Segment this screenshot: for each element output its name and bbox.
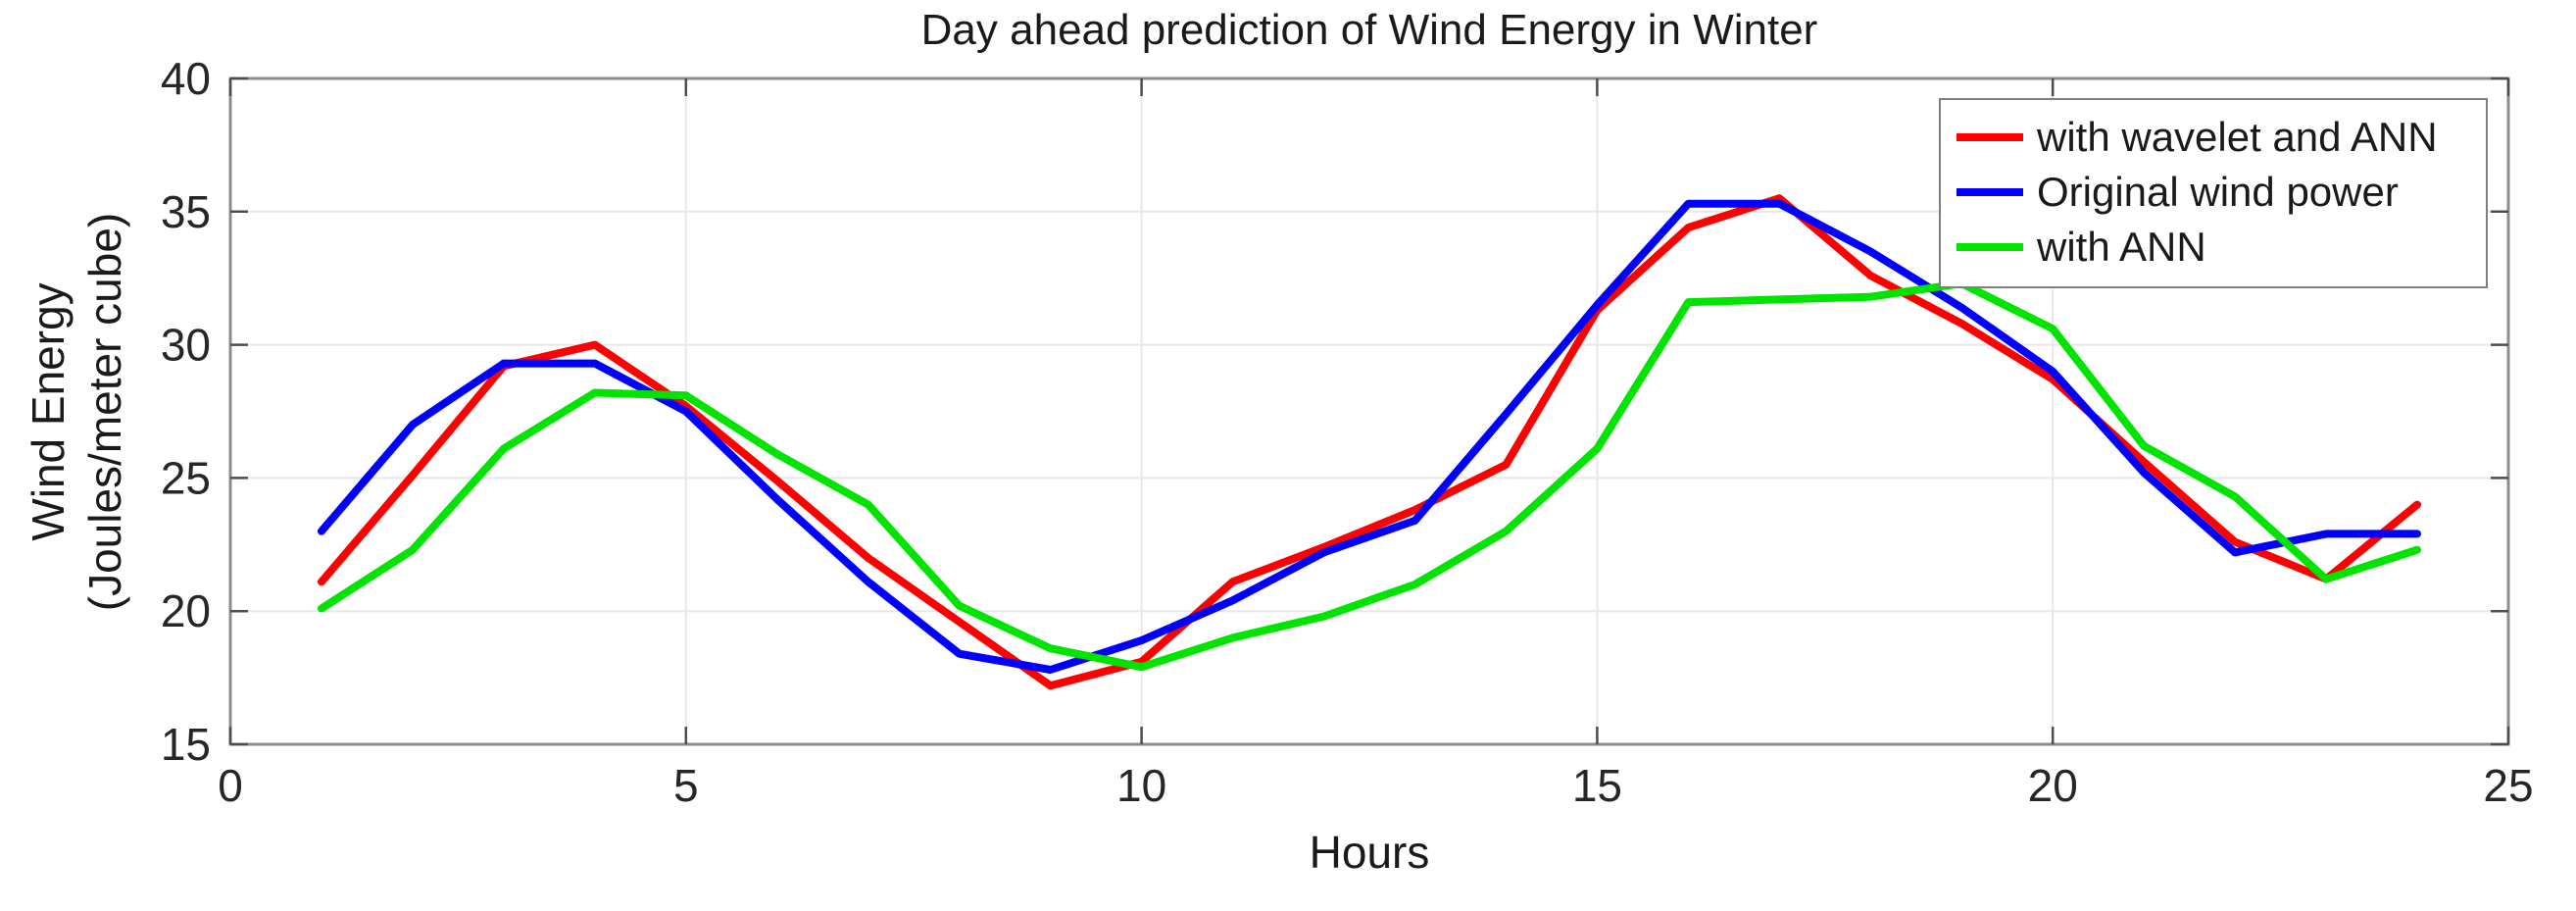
- legend-entry-with-wavelet-and-ann: with wavelet and ANN: [1941, 110, 2486, 165]
- x-tick-label-0: 0: [218, 760, 243, 811]
- x-tick-label-25: 25: [2483, 760, 2533, 811]
- y-tick-label-25: 25: [161, 452, 211, 503]
- legend-line-swatch-with-ann: [1957, 243, 2023, 251]
- legend-line-swatch-with-wavelet-and-ann: [1957, 133, 2023, 141]
- legend: with wavelet and ANN Original wind power w…: [1939, 98, 2488, 288]
- plot-border: [228, 76, 2510, 746]
- legend-label-with-wavelet-and-ann: with wavelet and ANN: [2037, 114, 2438, 160]
- y-tick-label-35: 35: [161, 186, 211, 237]
- x-tick-label-10: 10: [1116, 760, 1166, 811]
- series-line-original-wind-power: [318, 199, 2421, 674]
- legend-label-with-ann: with ANN: [2037, 224, 2206, 270]
- y-axis-label: Wind Energy (Joules/meter cube): [20, 69, 133, 755]
- legend-line-swatch-original-wind-power: [1957, 188, 2023, 196]
- x-tick-label-5: 5: [673, 760, 699, 811]
- y-axis-label-line1: Wind Energy: [23, 282, 74, 541]
- legend-entry-original-wind-power: Original wind power: [1941, 165, 2486, 220]
- legend-entry-with-ann: with ANN: [1941, 220, 2486, 275]
- x-tick-label-20: 20: [2028, 760, 2078, 811]
- chart-title: Day ahead prediction of Wind Energy in W…: [920, 6, 1818, 54]
- y-tick-label-30: 30: [161, 320, 211, 371]
- y-tick-label-15: 15: [161, 719, 211, 770]
- y-tick-label-20: 20: [161, 585, 211, 636]
- x-tick-label-15: 15: [1572, 760, 1622, 811]
- y-axis-label-line2: (Joules/meter cube): [79, 212, 130, 612]
- series-line-with-ann: [318, 279, 2421, 672]
- legend-label-original-wind-power: Original wind power: [2037, 169, 2399, 215]
- x-axis-label: Hours: [1309, 827, 1430, 878]
- y-tick-label-40: 40: [161, 53, 211, 104]
